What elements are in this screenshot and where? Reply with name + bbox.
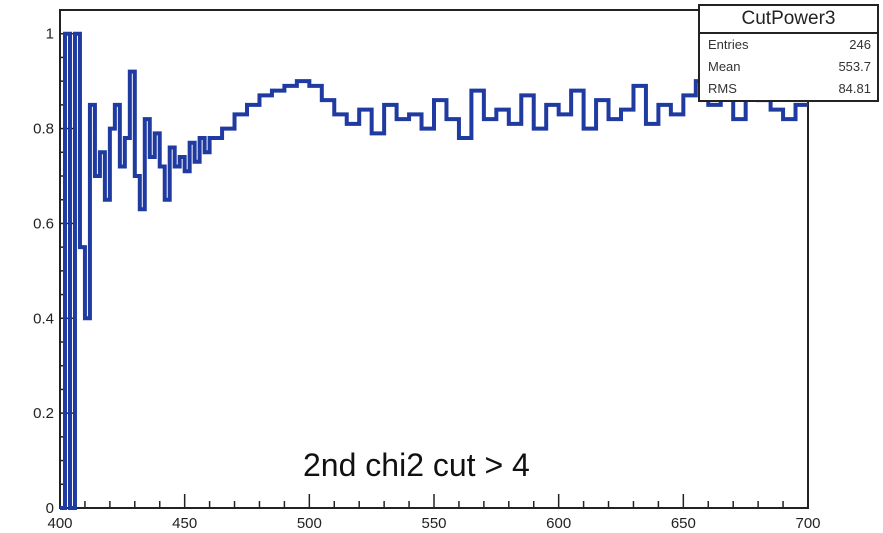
stats-row-entries: Entries 246 [700,34,877,56]
x-tick-label: 400 [47,515,72,532]
stats-value: 84.81 [838,81,871,96]
x-tick-label: 550 [421,515,446,532]
stats-row-mean: Mean 553.7 [700,56,877,78]
stats-row-rms: RMS 84.81 [700,78,877,100]
y-axis: 0 0.2 0.4 0.6 0.8 1 [33,26,74,517]
y-tick-label: 0.4 [33,310,54,327]
x-tick-label: 600 [546,515,571,532]
stats-label: Mean [708,59,741,74]
stats-box: CutPower3 Entries 246 Mean 553.7 RMS 84.… [698,4,879,102]
x-tick-label: 700 [795,515,820,532]
x-axis: 400 450 500 550 600 650 700 [47,494,821,532]
stats-value: 553.7 [838,59,871,74]
histogram-series [60,31,808,510]
y-tick-label: 0.6 [33,215,54,232]
stats-label: RMS [708,81,737,96]
x-tick-label: 650 [671,515,696,532]
y-tick-label: 0.2 [33,405,54,422]
y-tick-label: 0 [46,500,54,517]
y-tick-label: 0.8 [33,121,54,138]
stats-label: Entries [708,37,749,52]
y-tick-label: 1 [46,26,54,43]
stats-value: 246 [849,37,871,52]
stats-title: CutPower3 [700,6,877,34]
x-tick-label: 500 [297,515,322,532]
x-tick-label: 450 [172,515,197,532]
chart-annotation: 2nd chi2 cut > 4 [303,447,530,483]
